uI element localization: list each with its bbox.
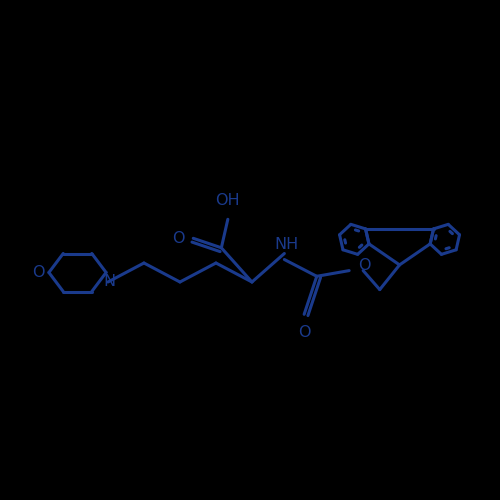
Text: N: N [103, 274, 115, 289]
Text: O: O [32, 265, 44, 280]
Text: O: O [358, 258, 370, 273]
Text: O: O [172, 231, 184, 246]
Text: NH: NH [274, 237, 299, 252]
Text: O: O [298, 326, 310, 340]
Text: OH: OH [216, 194, 240, 208]
